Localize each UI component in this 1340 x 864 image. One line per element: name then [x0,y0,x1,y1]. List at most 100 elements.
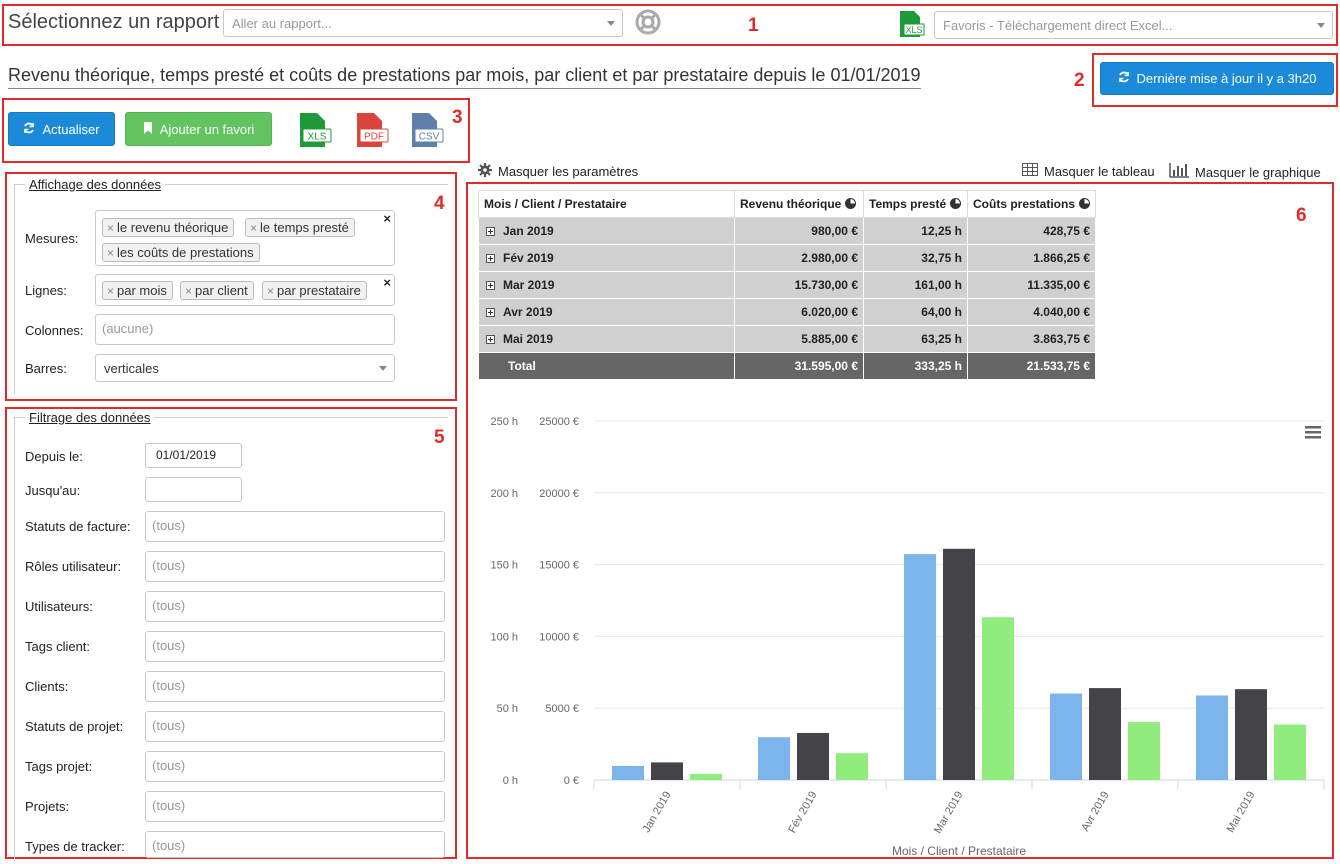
xls-icon-label: XLS [905,25,922,35]
column-header[interactable]: Coûts prestations [967,190,1096,218]
y-euro-tick-label: 20000 € [539,488,579,500]
row-label-cell[interactable]: Mai 2019 [478,325,735,353]
columns-label: Colonnes: [25,323,84,338]
filter-label: Tags client: [25,639,91,654]
export-xls-icon[interactable]: XLS [295,112,332,148]
expand-icon[interactable] [486,227,495,236]
bar [904,554,936,780]
y-euro-tick-label: 0 € [564,775,579,787]
filter-label: Utilisateurs: [25,599,93,614]
pie-chart-icon[interactable] [845,198,857,209]
filter-input[interactable]: (tous) [145,591,445,622]
hide-params-label: Masquer les paramètres [498,164,639,179]
filter-label: Clients: [25,679,69,694]
filter-input[interactable]: (tous) [145,551,445,582]
row-label-cell[interactable]: Mar 2019 [478,271,735,299]
y-hours-tick-label: 0 h [503,775,518,787]
add-favorite-label: Ajouter un favori [159,121,255,137]
row-label-cell[interactable]: Jan 2019 [478,217,735,245]
row-tag-label: par mois [117,283,167,298]
pie-chart-icon[interactable] [950,198,962,209]
export-csv-icon[interactable]: CSV [409,112,445,148]
filter-placeholder: (tous) [152,638,186,653]
add-favorite-button[interactable]: Ajouter un favori [125,112,272,146]
remove-tag-icon[interactable]: × [267,284,275,298]
hide-params-link[interactable]: Masquer les paramètres [478,163,638,180]
hide-chart-link[interactable]: Masquer le graphique [1169,163,1321,181]
remove-tag-icon[interactable]: × [107,246,115,260]
remove-tag-icon[interactable]: × [107,284,115,298]
filter-input[interactable]: (tous) [145,671,445,702]
filter-input[interactable]: (tous) [145,831,445,858]
total-label-cell: Total [478,352,735,380]
hide-table-link[interactable]: Masquer le tableau [1022,163,1155,179]
report-select-placeholder: Aller au rapport... [232,16,332,31]
row-label-cell[interactable]: Fév 2019 [478,244,735,272]
measure-tag[interactable]: × le revenu théorique [102,218,235,237]
filter-placeholder: (tous) [152,838,186,853]
measures-label: Mesures: [25,231,79,246]
y-euro-tick-label: 15000 € [539,560,579,572]
column-header[interactable]: Revenu théorique [734,190,864,218]
table-row: Jan 2019 980,00 € 12,25 h 428,75 € [478,217,1096,245]
column-header[interactable]: Temps presté [863,190,968,218]
clear-icon[interactable]: × [383,275,391,290]
since-date-input[interactable]: 01/01/2019 [145,443,242,468]
measures-select[interactable]: × le revenu théorique × le temps presté × l… [95,210,395,266]
expand-icon[interactable] [486,308,495,317]
bookmark-icon [143,121,153,137]
refresh-button[interactable]: Actualiser [8,112,115,146]
remove-tag-icon[interactable]: × [107,221,115,235]
measure-tag-label: le temps presté [260,220,349,235]
table-icon [1022,163,1038,179]
bar [943,548,975,780]
row-tag[interactable]: × par mois [102,281,173,300]
expand-icon[interactable] [486,254,495,263]
row-tag[interactable]: × par prestataire [262,281,367,300]
export-pdf-icon[interactable]: PDF [352,112,389,148]
filter-label: Statuts de facture: [25,519,131,534]
expand-icon[interactable] [486,335,495,344]
bars-select[interactable]: verticales [95,354,395,382]
filter-input[interactable]: (tous) [145,791,445,822]
filter-input[interactable]: (tous) [145,511,445,542]
export-xls-label: XLS [308,132,327,143]
chevron-down-icon [1317,23,1325,28]
menu-line [1305,436,1321,439]
row-tag[interactable]: × par client [180,281,254,300]
hide-chart-label: Masquer le graphique [1195,164,1321,180]
y-euro-tick-label: 25000 € [539,416,579,428]
bar [690,773,722,780]
pie-chart-icon[interactable] [1079,198,1091,209]
report-select[interactable]: Aller au rapport... [223,9,623,37]
bar [982,617,1014,780]
filter-placeholder: (tous) [152,758,186,773]
filter-input[interactable]: (tous) [145,711,445,742]
row-label-cell[interactable]: Avr 2019 [478,298,735,326]
last-update-button[interactable]: Dernière mise à jour il y a 3h20 [1100,62,1334,95]
column-header[interactable]: Mois / Client / Prestataire [478,190,735,218]
until-label: Jusqu'au: [25,483,81,498]
filter-input[interactable]: (tous) [145,751,445,782]
bar [1089,688,1121,780]
filter-input[interactable]: (tous) [145,631,445,662]
chart-menu-icon[interactable] [1305,426,1321,439]
remove-tag-icon[interactable]: × [250,221,258,235]
last-update-label: Dernière mise à jour il y a 3h20 [1136,71,1317,86]
remove-tag-icon[interactable]: × [185,284,193,298]
expand-icon[interactable] [486,281,495,290]
help-lifebuoy-icon[interactable] [635,9,661,35]
columns-placeholder: (aucune) [102,321,154,336]
table-total-row: Total 31.595,00 € 333,25 h 21.533,75 € [478,352,1096,380]
rows-select[interactable]: × par mois × par client × par prestataire × [95,274,395,306]
filter-label: Rôles utilisateur: [25,559,122,574]
measure-tag[interactable]: × le temps presté [245,218,355,237]
until-date-input[interactable] [145,477,242,502]
clear-icon[interactable]: × [383,211,391,226]
bar [1050,693,1082,780]
columns-select[interactable]: (aucune) [95,314,395,345]
filter-label: Types de tracker: [25,839,125,854]
measure-tag[interactable]: × les coûts de prestations [102,243,260,262]
favorites-select[interactable]: Favoris - Téléchargement direct Excel... [934,11,1333,39]
annotation-box-6 [466,182,1334,859]
